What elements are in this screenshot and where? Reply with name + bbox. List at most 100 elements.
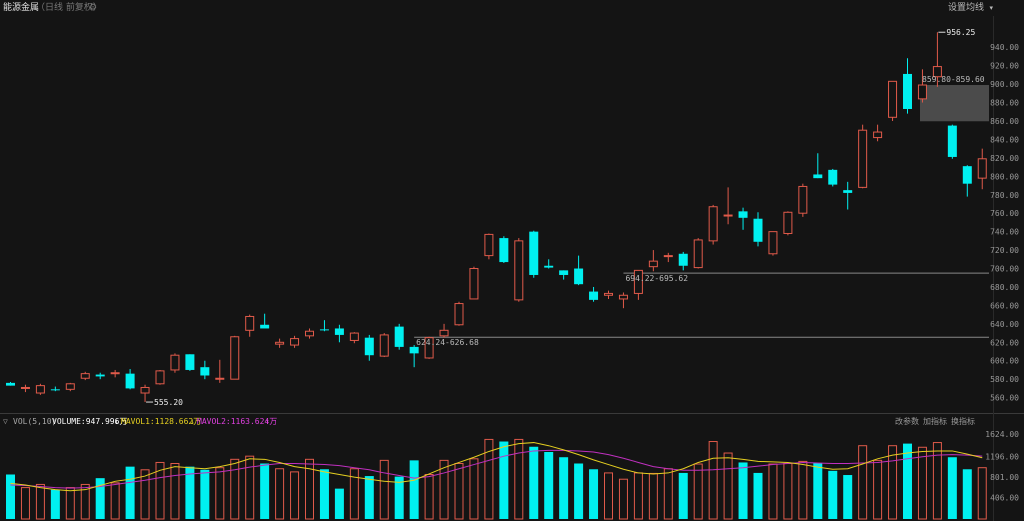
candle-body	[618, 294, 628, 300]
candle	[349, 332, 359, 344]
volume-bar	[454, 463, 464, 520]
volume-bar	[125, 466, 135, 519]
add-indicator-button[interactable]: 加指标	[923, 417, 947, 426]
candle	[319, 320, 329, 332]
volume-tick-label: 406.00	[990, 494, 1019, 503]
switch-indicator-button[interactable]: 换指标	[951, 417, 975, 426]
volume-arrow-icon: ↓	[114, 417, 119, 426]
price-tick-label: 800.00	[990, 172, 1019, 181]
volume-bar	[65, 487, 75, 520]
price-tick-label: 880.00	[990, 99, 1019, 108]
candle-body	[589, 291, 599, 300]
volume-bar	[888, 445, 898, 520]
candle	[155, 369, 165, 385]
candle	[917, 69, 927, 103]
low-label: 555.20	[154, 398, 183, 407]
volume-bar	[633, 472, 643, 520]
price-tick-label: 940.00	[990, 43, 1019, 52]
candle-body	[290, 338, 300, 346]
volume-bar	[723, 452, 733, 520]
candle-body	[125, 373, 135, 389]
candle-body	[230, 336, 240, 380]
candle-body	[514, 240, 524, 301]
volume-bar	[80, 483, 90, 520]
candle-body	[409, 346, 419, 354]
candle-body	[888, 80, 898, 118]
price-tick-label: 780.00	[990, 191, 1019, 200]
volume-bar	[768, 463, 778, 520]
price-tick-label: 640.00	[990, 320, 1019, 329]
candle-body	[245, 315, 255, 331]
volume-bar	[932, 442, 942, 520]
settings-ma-button[interactable]: 设置均线	[947, 3, 984, 13]
candle-body	[977, 158, 987, 179]
volume-header: ▽ VOL(5,10) VOLUME:947.996万 ↓ MAVOL1:112…	[0, 415, 1024, 429]
chart-header: 能源金属 （日线 前复权） ⚙ 设置均线 ▾	[0, 0, 1024, 16]
candle	[648, 250, 658, 272]
candle-body	[559, 270, 569, 275]
candle-body	[20, 386, 30, 389]
candle-body	[469, 268, 479, 300]
candle	[574, 255, 584, 286]
candle-body	[708, 206, 718, 242]
volume-bar	[334, 488, 344, 519]
high-label: 956.25	[946, 28, 975, 37]
candle	[589, 286, 599, 302]
candle	[858, 124, 868, 189]
candle-body	[723, 214, 733, 217]
candle	[798, 183, 808, 217]
price-tick-label: 660.00	[990, 301, 1019, 310]
candle	[962, 165, 972, 197]
candle	[469, 266, 479, 300]
volume-bar	[738, 462, 748, 519]
candle-body	[873, 131, 883, 139]
volume-bar	[903, 443, 912, 519]
candle-body	[80, 373, 90, 379]
volume-bar	[215, 467, 225, 520]
volume-bar	[947, 457, 957, 519]
candle	[738, 207, 748, 230]
volume-bar	[977, 467, 987, 520]
candle	[903, 58, 912, 114]
volume-bar	[155, 461, 165, 520]
volume-bar	[544, 451, 554, 519]
candle	[140, 384, 150, 403]
volume-bar	[843, 475, 853, 519]
candle-body	[633, 269, 643, 294]
candle	[215, 359, 225, 383]
volume-bar	[574, 463, 584, 519]
candle-body	[678, 253, 688, 266]
candle	[230, 335, 240, 380]
volume-tick-label: 1196.00	[985, 452, 1019, 461]
candle-body	[170, 354, 180, 371]
candle	[499, 236, 509, 263]
candle	[35, 383, 45, 395]
candle	[6, 381, 15, 386]
candle	[334, 324, 344, 343]
volume-bar	[828, 470, 838, 519]
candle	[753, 212, 763, 247]
candle	[394, 323, 404, 350]
collapse-icon[interactable]: ▽	[3, 417, 8, 426]
candle-body	[50, 389, 60, 391]
volume-bar	[110, 482, 120, 520]
candle	[618, 292, 628, 309]
candle-body	[574, 268, 584, 285]
candle-body	[65, 383, 75, 390]
volume-bar	[275, 468, 285, 520]
candle-body	[858, 129, 868, 188]
chevron-down-icon[interactable]: ▾	[989, 4, 993, 12]
gap-label-3: 859.80-859.60	[922, 75, 985, 84]
candle-body	[95, 374, 105, 377]
volume-bar	[185, 466, 195, 519]
price-tick-label: 740.00	[990, 228, 1019, 237]
price-tick-label: 860.00	[990, 117, 1019, 126]
candle-body	[200, 367, 210, 376]
candle	[544, 259, 554, 269]
modify-params-button[interactable]: 改参数	[895, 417, 919, 426]
candle-body	[424, 337, 434, 359]
volume-bar	[469, 458, 479, 520]
gear-icon[interactable]: ⚙	[89, 3, 98, 13]
candle	[484, 233, 494, 260]
candle	[125, 369, 135, 390]
